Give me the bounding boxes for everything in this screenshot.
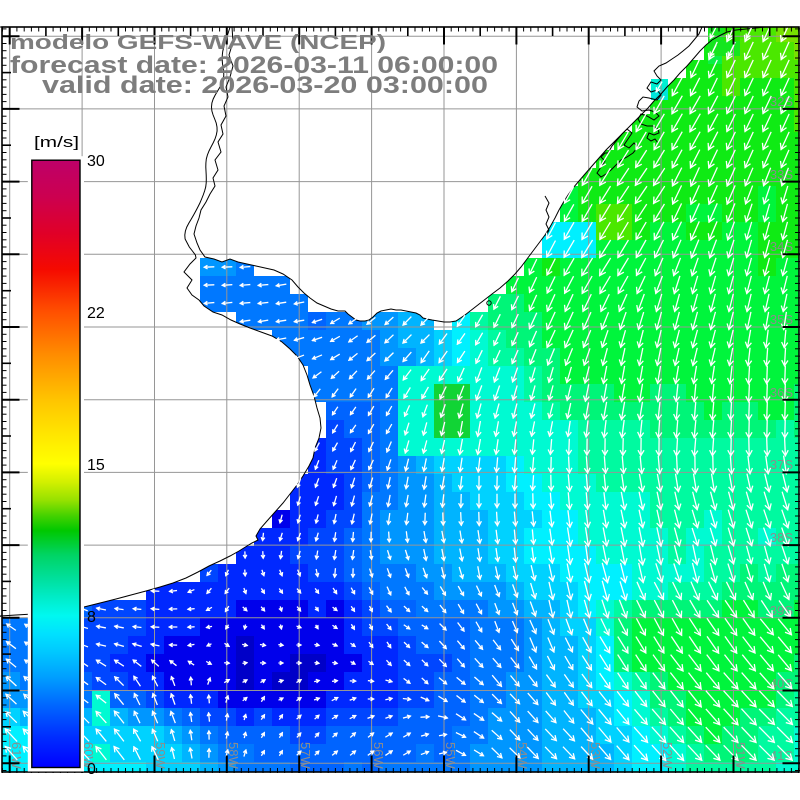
svg-text:0: 0	[87, 761, 96, 778]
svg-text:forecast date: 2026-03-11 06:0: forecast date: 2026-03-11 06:00:00	[10, 52, 498, 79]
svg-text:15: 15	[87, 457, 105, 474]
svg-text:53W: 53W	[588, 742, 603, 769]
svg-text:37S: 37S	[770, 457, 793, 472]
svg-text:30: 30	[87, 153, 105, 170]
svg-text:35S: 35S	[770, 312, 793, 327]
svg-text:32S: 32S	[770, 94, 793, 109]
svg-text:57W: 57W	[298, 742, 313, 769]
svg-text:55W: 55W	[443, 742, 458, 769]
svg-text:34S: 34S	[770, 239, 793, 254]
svg-text:modelo GEFS-WAVE (NCEP): modelo GEFS-WAVE (NCEP)	[10, 32, 386, 54]
svg-text:61W: 61W	[9, 742, 24, 769]
svg-text:60W: 60W	[81, 742, 96, 769]
svg-text:39S: 39S	[770, 603, 793, 618]
svg-text:36S: 36S	[770, 385, 793, 400]
svg-text:54W: 54W	[515, 742, 530, 769]
svg-text:56W: 56W	[371, 742, 386, 769]
svg-text:22: 22	[87, 305, 105, 322]
svg-text:38S: 38S	[770, 530, 793, 545]
svg-text:59W: 59W	[153, 742, 168, 769]
svg-text:[m/s]: [m/s]	[34, 134, 79, 151]
svg-text:33S: 33S	[770, 167, 793, 182]
svg-text:valid date: 2026-03-20 03:00:0: valid date: 2026-03-20 03:00:00	[42, 72, 488, 99]
svg-text:51W: 51W	[733, 742, 748, 769]
svg-text:58W: 58W	[226, 742, 241, 769]
svg-text:8: 8	[87, 609, 96, 626]
svg-text:52W: 52W	[660, 742, 675, 769]
